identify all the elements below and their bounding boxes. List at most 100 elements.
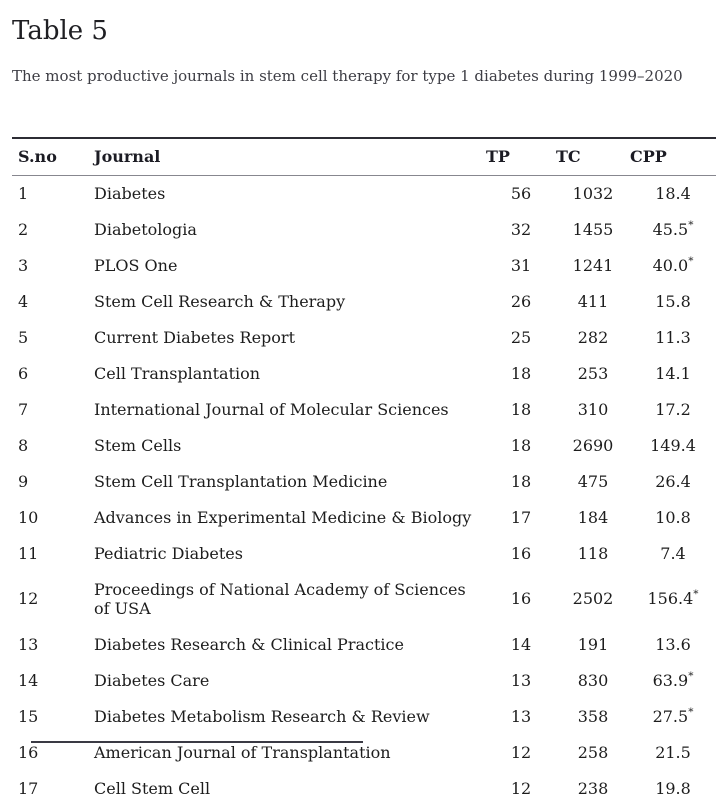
cell-sno: 4 [18,291,29,311]
cell-cpp: 13.6 [655,634,691,654]
cell-cpp: 14.1 [655,363,691,383]
cell-sno: 14 [18,670,39,690]
cell-tp: 26 [510,291,532,311]
cell-sno: 6 [18,363,29,383]
cell-journal: Proceedings of National Academy of Scien… [94,579,466,618]
cell-cpp: 11.3 [655,327,691,347]
footnote-marker: * [688,705,694,718]
cell-tp: 18 [510,435,532,455]
table-body: 1 Diabetes 56 1032 18.4 2 Diabetologia 32 1455 45… [12,175,716,807]
cell-sno: 9 [18,471,29,491]
cell-sno: 2 [18,219,29,239]
cell-tp: 13 [510,706,532,726]
cell-tc: 238 [577,778,609,798]
col-header-cpp: CPP [630,146,667,166]
col-header-tp: TP [486,146,510,166]
cell-journal: Current Diabetes Report [94,327,295,347]
footnote-marker: * [688,669,694,682]
cell-tp: 18 [510,363,532,383]
cell-tp: 13 [510,670,532,690]
cell-journal: Diabetologia [94,219,197,239]
cell-tp: 56 [510,183,532,203]
table-row: 15 Diabetes Metabolism Research & Review 1… [12,699,716,735]
col-header-sno: S.no [18,146,57,166]
table-row: 8 Stem Cells 18 2690 149.4 [12,428,716,464]
cell-journal: Stem Cell Transplantation Medicine [94,471,388,491]
cell-tc: 282 [577,327,609,347]
table-row: 6 Cell Transplantation 18 253 14.1 [12,356,716,392]
cell-tc: 2502 [572,589,614,609]
cell-tc: 1032 [572,183,614,203]
journals-table: S.no Journal TP TC CPP 1 Diabetes 56 1032 18… [12,137,716,807]
cell-cpp: 15.8 [655,291,691,311]
cell-tc: 191 [577,634,609,654]
cell-cpp: 149.4 [650,435,696,455]
cell-cpp: 27.5* [652,705,694,726]
cell-cpp: 17.2 [655,399,691,419]
cell-tc: 1455 [572,219,614,239]
table-row: 11 Pediatric Diabetes 16 118 7.4 [12,536,716,572]
cell-tc: 358 [577,706,609,726]
cell-tp: 18 [510,471,532,491]
cell-tp: 14 [510,634,532,654]
cell-journal: Cell Stem Cell [94,778,211,798]
cell-tc: 118 [577,543,609,563]
cell-journal: Diabetes Care [94,670,210,690]
cell-tc: 1241 [572,255,614,275]
cell-journal: Cell Transplantation [94,363,261,383]
cell-cpp: 7.4 [660,543,686,563]
cell-tp: 12 [510,778,532,798]
table-title: Table 5 [12,16,108,46]
cell-cpp: 40.0* [652,254,694,275]
cell-journal: International Journal of Molecular Scien… [94,399,449,419]
cell-sno: 13 [18,634,39,654]
cell-tc: 2690 [572,435,614,455]
table-row: 12 Proceedings of National Academy of Sci… [12,572,716,627]
cell-cpp: 63.9* [652,669,694,690]
cell-tp: 18 [510,399,532,419]
horizontal-scrollbar-thumb[interactable] [31,741,363,743]
cell-journal: Pediatric Diabetes [94,543,243,563]
cell-sno: 15 [18,706,39,726]
cell-cpp: 26.4 [655,471,691,491]
cell-journal: Diabetes [94,183,166,203]
table-row: 4 Stem Cell Research & Therapy 26 411 15.8 [12,284,716,320]
cell-cpp: 45.5* [652,218,694,239]
cell-journal: Stem Cell Research & Therapy [94,291,346,311]
table-row: 5 Current Diabetes Report 25 282 11.3 [12,320,716,356]
table-row: 13 Diabetes Research & Clinical Practice 1… [12,627,716,663]
footnote-marker: * [688,254,694,267]
cell-sno: 1 [18,183,29,203]
cell-sno: 12 [18,589,39,609]
header-row: S.no Journal TP TC CPP [12,137,716,176]
cell-cpp: 21.5 [655,742,691,762]
cell-tc: 411 [577,291,609,311]
cell-tc: 310 [577,399,609,419]
table-row: 1 Diabetes 56 1032 18.4 [12,175,716,212]
col-header-tc: TC [556,146,581,166]
cell-journal: Stem Cells [94,435,182,455]
cell-sno: 10 [18,507,39,527]
cell-sno: 11 [18,543,39,563]
cell-journal: Diabetes Research & Clinical Practice [94,634,404,654]
footnote-marker: * [688,218,694,231]
table-row: 9 Stem Cell Transplantation Medicine 18 475… [12,464,716,500]
cell-sno: 3 [18,255,29,275]
cell-tp: 16 [510,589,532,609]
table-row: 3 PLOS One 31 1241 40.0* [12,248,716,284]
cell-tp: 16 [510,543,532,563]
cell-tc: 184 [577,507,609,527]
col-header-journal: Journal [94,146,161,166]
table-caption: The most productive journals in stem cel… [12,67,683,86]
cell-sno: 17 [18,778,39,798]
cell-cpp: 156.4* [647,588,699,609]
cell-tc: 830 [577,670,609,690]
cell-journal: PLOS One [94,255,178,275]
cell-tc: 253 [577,363,609,383]
cell-tc: 475 [577,471,609,491]
table-row: 17 Cell Stem Cell 12 238 19.8 [12,771,716,807]
cell-sno: 8 [18,435,29,455]
footnote-marker: * [693,588,699,601]
cell-tp: 12 [510,742,532,762]
